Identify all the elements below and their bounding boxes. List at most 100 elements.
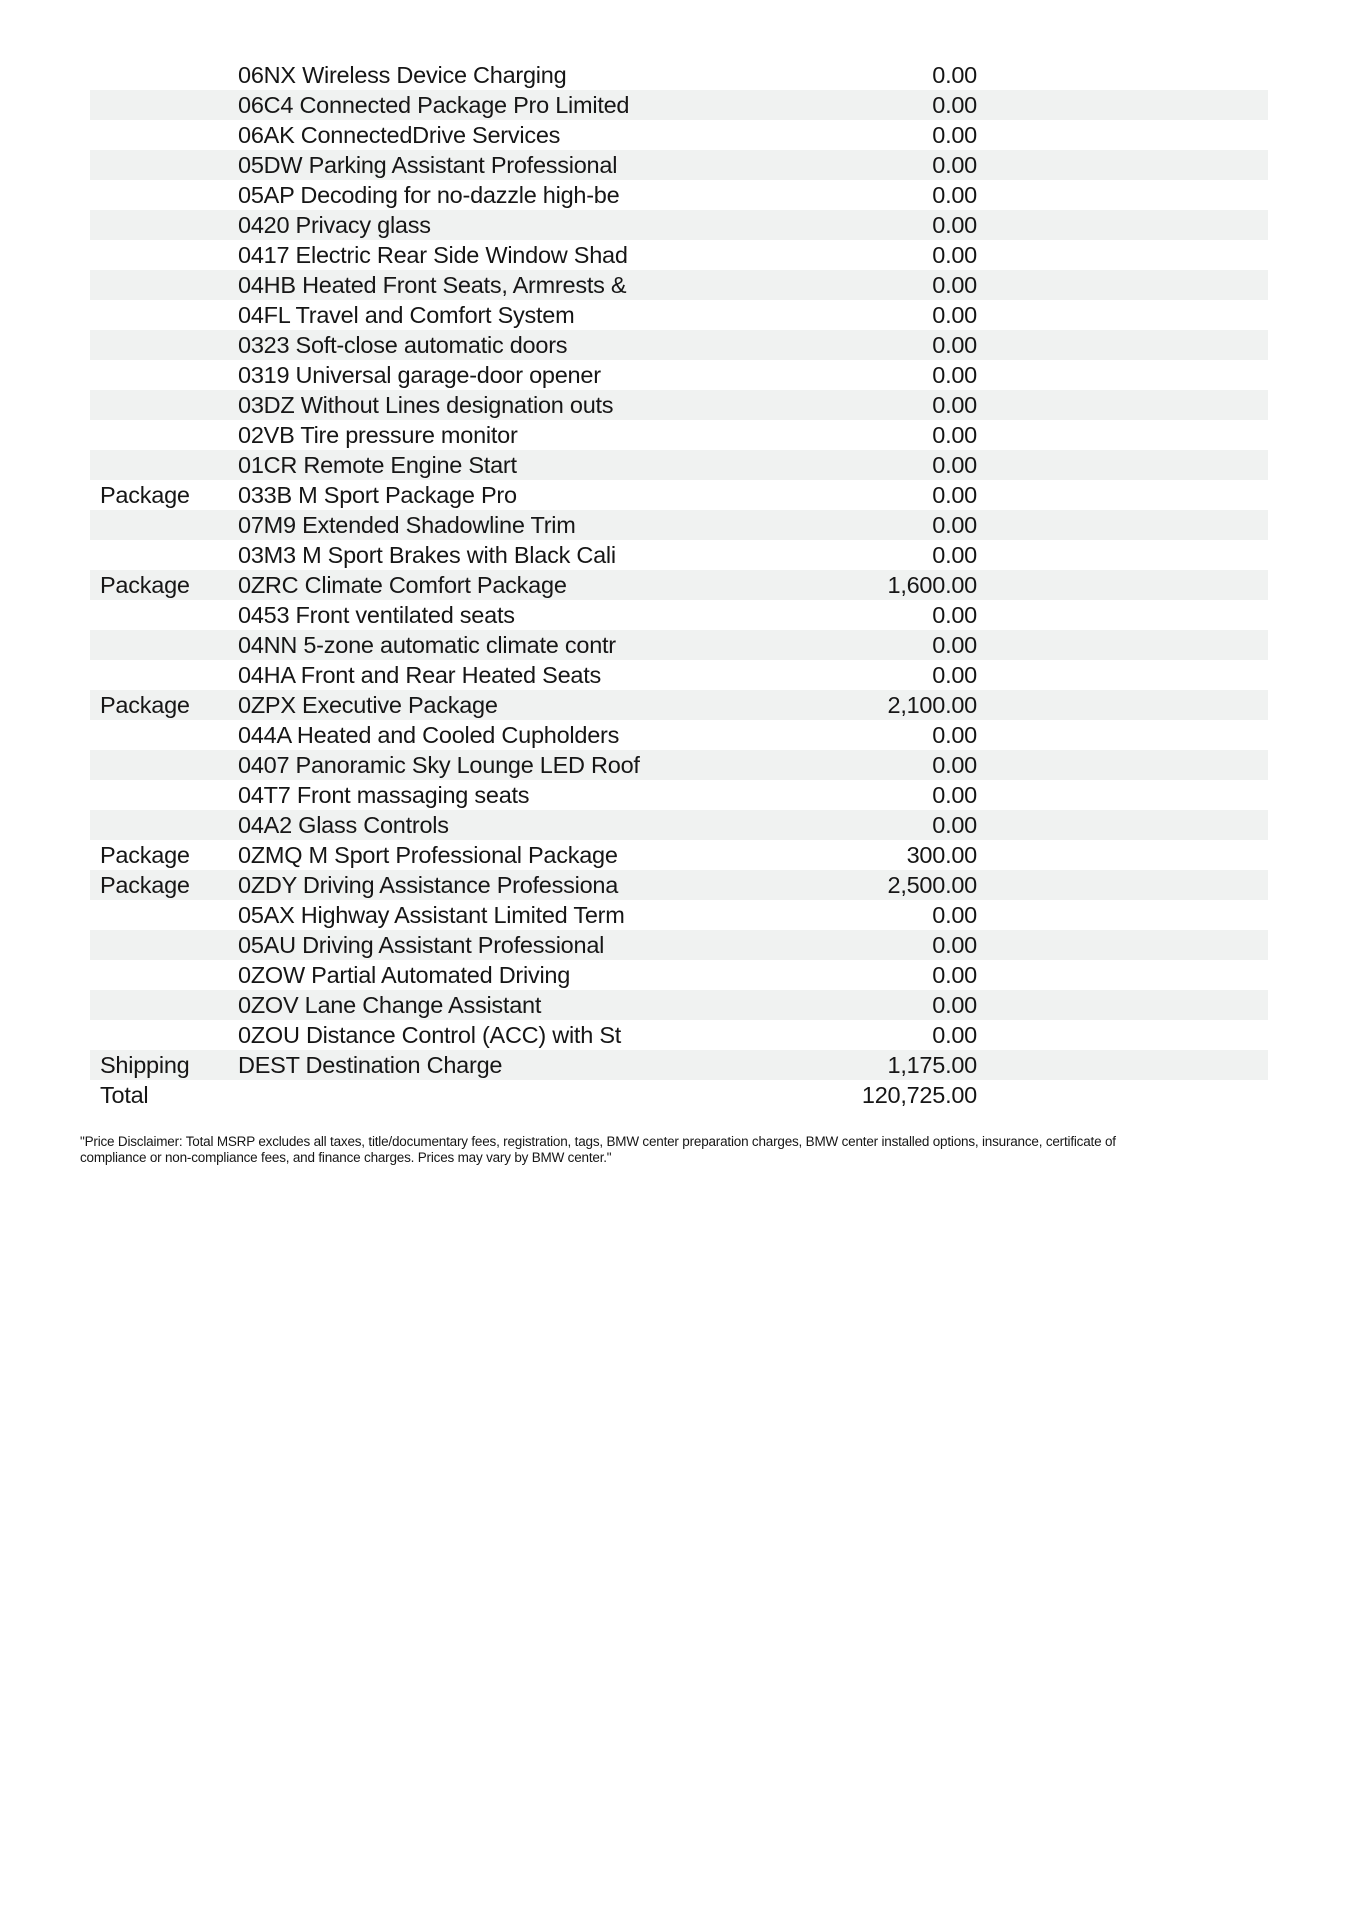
row-item-label: 044A Heated and Cooled Cupholders [238, 722, 620, 748]
table-row: 0ZOV Lane Change Assistant 0.00 [90, 990, 1268, 1020]
table-row: 04T7 Front massaging seats 0.00 [90, 780, 1268, 810]
row-price-value: 0.00 [932, 332, 977, 358]
table-row: 044A Heated and Cooled Cupholders 0.00 [90, 720, 1268, 750]
row-item-label: 0420 Privacy glass [238, 212, 431, 238]
table-row: 05AU Driving Assistant Professional 0.00 [90, 930, 1268, 960]
row-category-label [100, 300, 238, 330]
row-price-value: 0.00 [932, 992, 977, 1018]
price-disclaimer: "Price Disclaimer: Total MSRP excludes a… [80, 1134, 1270, 1166]
row-category-label [100, 930, 238, 960]
table-row: 04HA Front and Rear Heated Seats 0.00 [90, 660, 1268, 690]
row-category-label [100, 810, 238, 840]
row-item-label: 0323 Soft-close automatic doors [238, 332, 568, 358]
table-row: 06C4 Connected Package Pro Limited 0.00 [90, 90, 1268, 120]
row-item-label: 0319 Universal garage-door opener [238, 362, 601, 388]
row-item-label: 0ZRC Climate Comfort Package [238, 572, 567, 598]
row-price-value: 0.00 [932, 62, 977, 88]
row-item-label: 06AK ConnectedDrive Services [238, 122, 561, 148]
row-category-label: Shipping [100, 1052, 190, 1078]
row-price-value: 0.00 [932, 662, 977, 688]
row-price-value: 0.00 [932, 962, 977, 988]
row-item-label: 04A2 Glass Controls [238, 812, 449, 838]
table-row: 0453 Front ventilated seats 0.00 [90, 600, 1268, 630]
row-price-value: 0.00 [932, 392, 977, 418]
row-category-label [100, 600, 238, 630]
row-item-label: 03DZ Without Lines designation outs [238, 392, 614, 418]
row-price-value: 0.00 [932, 362, 977, 388]
table-row: Package 0ZMQ M Sport Professional Packag… [90, 840, 1268, 870]
row-price-value: 0.00 [932, 722, 977, 748]
row-price-value: 1,175.00 [887, 1052, 978, 1078]
row-price-value: 0.00 [932, 212, 977, 238]
row-category-label [100, 900, 238, 930]
table-row: 0420 Privacy glass 0.00 [90, 210, 1268, 240]
row-price-value: 0.00 [932, 242, 977, 268]
row-price-value: 0.00 [932, 122, 977, 148]
row-price-value: 300.00 [906, 842, 978, 868]
row-category-label [100, 540, 238, 570]
row-price-value: 2,100.00 [887, 692, 978, 718]
row-price-value: 0.00 [932, 902, 977, 928]
row-price-value: 0.00 [932, 452, 977, 478]
row-category-label [100, 60, 238, 90]
table-row: 02VB Tire pressure monitor 0.00 [90, 420, 1268, 450]
row-price-value: 0.00 [932, 542, 977, 568]
row-category-label: Package [100, 872, 190, 898]
table-row: 0417 Electric Rear Side Window Shad 0.00 [90, 240, 1268, 270]
row-price-value: 2,500.00 [887, 872, 978, 898]
row-item-label: 02VB Tire pressure monitor [238, 422, 518, 448]
row-item-label: 0ZOU Distance Control (ACC) with St [238, 1022, 622, 1048]
row-item-label: 0ZDY Driving Assistance Professiona [238, 872, 619, 898]
row-item-label: 05DW Parking Assistant Professional [238, 152, 618, 178]
row-category-label [100, 720, 238, 750]
row-category-label: Total [100, 1082, 149, 1108]
row-item-label: 0407 Panoramic Sky Lounge LED Roof [238, 752, 640, 778]
table-row: 04HB Heated Front Seats, Armrests & 0.00 [90, 270, 1268, 300]
row-category-label [100, 120, 238, 150]
disclaimer-line-2: compliance or non-compliance fees, and f… [80, 1150, 612, 1165]
table-row: 0319 Universal garage-door opener 0.00 [90, 360, 1268, 390]
row-category-label [100, 420, 238, 450]
row-item-label: 04T7 Front massaging seats [238, 782, 530, 808]
table-row: Package 033B M Sport Package Pro 0.00 [90, 480, 1268, 510]
row-item-label: 04HB Heated Front Seats, Armrests & [238, 272, 627, 298]
row-price-value: 120,725.00 [861, 1082, 977, 1108]
table-row: Package 0ZRC Climate Comfort Package 1,6… [90, 570, 1268, 600]
row-category-label [100, 90, 238, 120]
row-price-value: 0.00 [932, 482, 977, 508]
options-table: 06NX Wireless Device Charging 0.00 06C4 … [90, 60, 1268, 1110]
row-item-label: 06C4 Connected Package Pro Limited [238, 92, 630, 118]
row-item-label: 06NX Wireless Device Charging [238, 62, 567, 88]
table-row: Total 120,725.00 [90, 1080, 1268, 1110]
row-price-value: 0.00 [932, 1022, 977, 1048]
row-item-label: 03M3 M Sport Brakes with Black Cali [238, 542, 616, 568]
row-item-label: 033B M Sport Package Pro [238, 482, 517, 508]
row-item-label: 05AU Driving Assistant Professional [238, 932, 605, 958]
row-category-label [100, 450, 238, 480]
table-row: 03DZ Without Lines designation outs 0.00 [90, 390, 1268, 420]
row-item-label: DEST Destination Charge [238, 1052, 503, 1078]
table-row: 04A2 Glass Controls 0.00 [90, 810, 1268, 840]
row-item-label: 04HA Front and Rear Heated Seats [238, 662, 601, 688]
row-price-value: 1,600.00 [887, 572, 978, 598]
row-price-value: 0.00 [932, 812, 977, 838]
row-category-label [100, 210, 238, 240]
row-price-value: 0.00 [932, 602, 977, 628]
row-item-label: 01CR Remote Engine Start [238, 452, 517, 478]
row-price-value: 0.00 [932, 92, 977, 118]
row-category-label [100, 630, 238, 660]
table-row: Package 0ZDY Driving Assistance Professi… [90, 870, 1268, 900]
table-row: 04NN 5-zone automatic climate contr 0.00 [90, 630, 1268, 660]
row-category-label [100, 390, 238, 420]
row-price-value: 0.00 [932, 422, 977, 448]
row-category-label [100, 510, 238, 540]
row-category-label: Package [100, 842, 190, 868]
row-price-value: 0.00 [932, 512, 977, 538]
row-price-value: 0.00 [932, 182, 977, 208]
row-price-value: 0.00 [932, 752, 977, 778]
row-item-label: 05AX Highway Assistant Limited Term [238, 902, 625, 928]
row-category-label [100, 360, 238, 390]
table-row: Shipping DEST Destination Charge 1,175.0… [90, 1050, 1268, 1080]
disclaimer-line-1: "Price Disclaimer: Total MSRP excludes a… [80, 1134, 1116, 1149]
